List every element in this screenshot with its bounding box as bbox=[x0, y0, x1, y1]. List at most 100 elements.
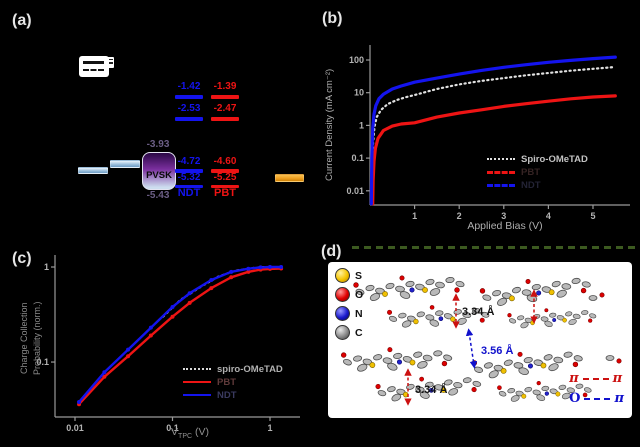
series-marker bbox=[170, 314, 175, 319]
pi-symbol: π bbox=[614, 391, 624, 406]
nitrogen-sphere-icon bbox=[335, 306, 350, 321]
energy-level-line bbox=[211, 169, 239, 173]
pi-symbol: π bbox=[569, 371, 579, 386]
y-tick-label: 1 bbox=[359, 120, 364, 130]
panel-a-label: (a) bbox=[12, 12, 32, 29]
energy-level-line bbox=[175, 169, 203, 173]
panel-b-label: (b) bbox=[322, 10, 343, 27]
ndt-level-4: -5.32 bbox=[177, 171, 201, 183]
chart-c-x-axis-label: VTPC (V) bbox=[130, 426, 250, 440]
series-NDT bbox=[369, 55, 617, 206]
ndt-level-3: -4.72 bbox=[177, 156, 201, 167]
y-tick-label: 0.01 bbox=[346, 186, 364, 196]
charge-collection-chart: 0.01 0.1 1 1 0.1 bbox=[36, 255, 300, 433]
pbt-name: PBT bbox=[214, 186, 236, 199]
legend-label: NDT bbox=[521, 179, 541, 191]
energy-level-line bbox=[211, 117, 239, 121]
energy-level-line bbox=[175, 95, 203, 99]
electrode-bar-left bbox=[78, 167, 108, 174]
atom-legend-sulfur: S bbox=[335, 268, 363, 283]
atom-symbol: N bbox=[355, 307, 363, 320]
x-tick-label: 2 bbox=[457, 211, 462, 221]
x-tick-label: 5 bbox=[590, 211, 595, 221]
series-marker bbox=[246, 269, 251, 274]
series-marker bbox=[126, 347, 131, 352]
dashed-line-sample bbox=[83, 69, 104, 71]
atom-symbol: S bbox=[355, 269, 363, 282]
pi-pi-legend-row: π π bbox=[569, 371, 624, 386]
chart-b-x-axis-label: Applied Bias (V) bbox=[467, 220, 543, 232]
interaction-legend: π π O π bbox=[569, 371, 624, 406]
distance-label-mid: 3.56 Å bbox=[481, 344, 513, 357]
carbon-sphere-icon bbox=[335, 325, 350, 340]
x-tick-label: 1 bbox=[412, 211, 417, 221]
solid-line-sample bbox=[83, 61, 104, 64]
pvsk-label: PVSK bbox=[146, 170, 172, 181]
oxygen-symbol: O bbox=[569, 391, 581, 406]
pi-symbol: π bbox=[612, 371, 623, 386]
electrode-bar-contact bbox=[275, 174, 304, 182]
legend-label: PBT bbox=[521, 166, 540, 178]
chart-c-y-axis-label-line2: Probability (norm.) bbox=[32, 301, 42, 375]
x-tick-label: 0.1 bbox=[166, 423, 179, 433]
atom-legend-nitrogen: N bbox=[335, 306, 363, 321]
legend-item-spiro: spiro-OMeTAD bbox=[183, 364, 283, 375]
pbt-level-4: -5.25 bbox=[213, 171, 237, 183]
chart-c-y-axis-label-line1: Charge Collection bbox=[19, 302, 29, 374]
ndt-level-1: -1.42 bbox=[177, 81, 201, 92]
series-marker bbox=[279, 265, 284, 270]
ndt-level-2: -2.53 bbox=[177, 103, 201, 114]
series-marker bbox=[102, 374, 107, 379]
line-style-legend-icon bbox=[79, 56, 114, 77]
pbt-level-1: -1.39 bbox=[213, 81, 237, 92]
y-tick-label: 10 bbox=[354, 88, 364, 98]
series-marker bbox=[229, 269, 234, 274]
atom-legend-oxygen: O bbox=[335, 287, 363, 302]
current-density-chart: 1 2 3 4 5 100 10 1 0.1 0.01 bbox=[346, 45, 630, 221]
ndt-line-sample bbox=[487, 183, 515, 187]
series-marker bbox=[187, 291, 192, 296]
legend-label: NDT bbox=[217, 389, 237, 401]
panel-c-label: (c) bbox=[12, 250, 32, 267]
atom-symbol: O bbox=[355, 288, 364, 301]
dashed-separator-line bbox=[352, 246, 636, 249]
legend-label: Spiro-OMeTAD bbox=[521, 153, 588, 165]
series-PBT bbox=[371, 94, 617, 206]
y-tick-label: 100 bbox=[349, 55, 364, 65]
oxygen-sphere-icon bbox=[335, 287, 350, 302]
o-pi-distance-arrow bbox=[465, 328, 478, 369]
x-tick-label: 1 bbox=[267, 423, 272, 433]
energy-level-line bbox=[211, 95, 239, 99]
y-tick-label: 0.1 bbox=[36, 357, 49, 367]
chart-c-legend: spiro-OMeTAD PBT NDT bbox=[183, 364, 283, 401]
series-marker bbox=[170, 304, 175, 309]
chart-b-legend: Spiro-OMeTAD PBT NDT bbox=[487, 153, 588, 191]
series-marker bbox=[268, 265, 272, 270]
series-marker bbox=[77, 399, 82, 404]
o-pi-legend-row: O π bbox=[569, 391, 624, 406]
atom-color-legend: S O N C bbox=[335, 268, 363, 340]
series-marker bbox=[126, 354, 131, 359]
x-tick-label: 3 bbox=[501, 211, 506, 221]
energy-level-line bbox=[175, 117, 203, 121]
ndt-name: NDT bbox=[177, 186, 201, 199]
atom-legend-carbon: C bbox=[335, 325, 363, 340]
y-tick-label: 1 bbox=[44, 262, 49, 272]
energy-level-line bbox=[211, 184, 239, 188]
series-marker bbox=[187, 300, 192, 305]
series-marker bbox=[148, 333, 153, 338]
molecular-packing-drawing: 3.34 Å 3.56 Å 3.34 Å bbox=[340, 275, 622, 406]
y-tick-label: 0.1 bbox=[351, 153, 364, 163]
ndt-line-sample bbox=[183, 394, 211, 396]
legend-item-ndt: NDT bbox=[183, 389, 283, 401]
series-marker bbox=[209, 278, 214, 283]
blue-dashed-sample bbox=[584, 397, 611, 400]
legend-item-pbt: PBT bbox=[183, 377, 283, 388]
series-marker bbox=[102, 370, 107, 375]
x-tick-label: 4 bbox=[546, 211, 551, 221]
distance-label-top: 3.34 Å bbox=[462, 305, 494, 318]
chart-b-y-axis-label: Current Density (mA cm⁻²) bbox=[324, 68, 335, 182]
pvsk-homo-value: -5.43 bbox=[146, 190, 170, 201]
crystal-packing-inset: S O N C bbox=[328, 262, 632, 418]
